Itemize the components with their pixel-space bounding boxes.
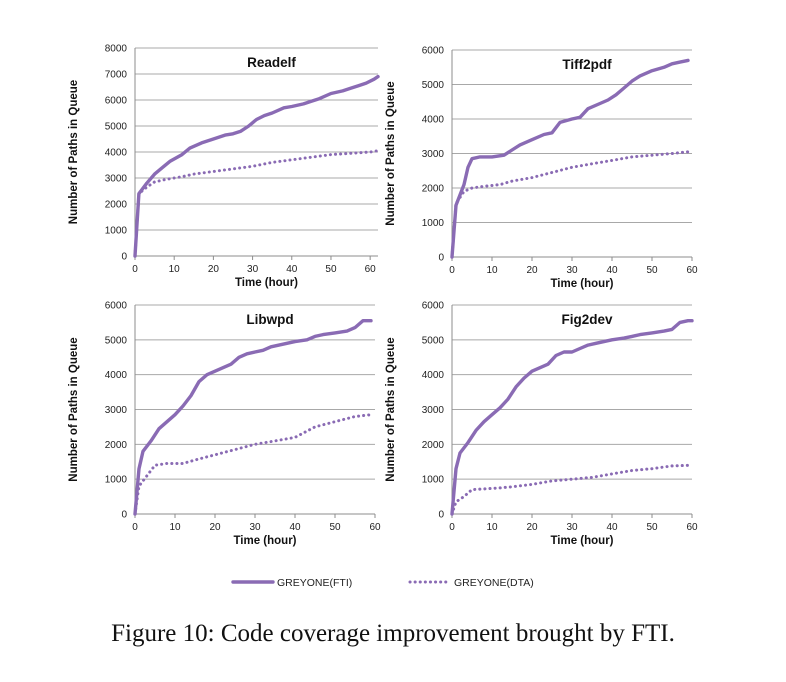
y-tick-label: 5000 <box>422 80 445 91</box>
x-tick-label: 30 <box>566 522 578 533</box>
series-line-greyone-dta <box>133 149 380 258</box>
y-tick-label: 6000 <box>422 46 445 57</box>
y-tick-label: 1000 <box>105 226 128 237</box>
figure-caption: Figure 10: Code coverage improvement bro… <box>111 620 675 647</box>
x-tick-label: 60 <box>369 522 381 533</box>
series-line-greyone-dta <box>450 463 694 516</box>
y-tick-label: 5000 <box>105 122 128 133</box>
chart-tiff2pdf: 0 1000 2000 3000 4000 5000 6000 0 10 20 30 40 50 60 Ti… <box>385 46 698 291</box>
y-tick-label: 2000 <box>105 200 128 211</box>
y-axis-title: Number of Paths in Queue <box>68 80 80 224</box>
y-tick-label: 0 <box>438 510 444 521</box>
legend: GREYONE(FTI) GREYONE(DTA) <box>231 577 534 589</box>
chart-title: Readelf <box>247 55 296 70</box>
x-tick-label: 20 <box>526 522 538 533</box>
y-tick-label: 0 <box>121 510 127 521</box>
y-tick-label: 4000 <box>422 370 445 381</box>
x-axis-title: Time (hour) <box>235 277 298 289</box>
y-tick-label: 3000 <box>105 174 128 185</box>
series-line-greyone-dta <box>133 413 373 516</box>
y-tick-label: 4000 <box>105 148 128 159</box>
y-tick-label: 6000 <box>422 301 445 312</box>
x-tick-label: 0 <box>132 522 138 533</box>
x-tick-label: 50 <box>646 522 658 533</box>
y-tick-label: 6000 <box>105 96 128 107</box>
series-line-greyone-dta <box>450 150 690 259</box>
y-tick-label: 3000 <box>105 405 128 416</box>
x-tick-label: 30 <box>249 522 261 533</box>
y-tick-label: 0 <box>121 252 127 263</box>
y-tick-label: 2000 <box>105 440 128 451</box>
x-tick-label: 20 <box>208 264 220 275</box>
x-tick-label: 50 <box>325 264 337 275</box>
x-tick-label: 50 <box>646 265 658 276</box>
x-tick-label: 10 <box>169 264 181 275</box>
y-tick-label: 1000 <box>422 218 445 229</box>
legend-label: GREYONE(FTI) <box>277 577 352 589</box>
x-axis-title: Time (hour) <box>550 278 613 290</box>
x-tick-label: 20 <box>209 522 221 533</box>
y-axis-title: Number of Paths in Queue <box>68 337 80 481</box>
x-tick-label: 30 <box>247 264 259 275</box>
y-axis-title: Number of Paths in Queue <box>385 337 397 481</box>
x-tick-label: 0 <box>449 265 455 276</box>
x-tick-label: 10 <box>486 265 498 276</box>
y-tick-label: 1000 <box>422 475 445 486</box>
y-tick-label: 1000 <box>105 475 128 486</box>
y-tick-label: 8000 <box>105 44 128 55</box>
y-tick-label: 3000 <box>422 405 445 416</box>
legend-label: GREYONE(DTA) <box>454 577 534 589</box>
chart-fig2dev: 0 1000 2000 3000 4000 5000 6000 0 10 20 30 40 50 60 Ti… <box>385 301 698 548</box>
x-tick-label: 30 <box>566 265 578 276</box>
y-tick-label: 6000 <box>105 301 128 312</box>
x-axis-title: Time (hour) <box>233 535 296 547</box>
series-line-greyone-fti <box>133 319 373 516</box>
y-tick-label: 7000 <box>105 70 128 81</box>
x-tick-label: 60 <box>686 265 698 276</box>
x-tick-label: 20 <box>526 265 538 276</box>
chart-libwpd: 0 1000 2000 3000 4000 5000 6000 0 10 20 30 40 50 60 Ti… <box>68 301 381 548</box>
x-tick-label: 40 <box>606 265 618 276</box>
chart-title: Tiff2pdf <box>562 57 612 72</box>
chart-title: Libwpd <box>246 312 293 327</box>
series-line-greyone-fti <box>133 74 380 258</box>
y-tick-label: 4000 <box>422 115 445 126</box>
series-line-greyone-fti <box>450 58 690 259</box>
x-tick-label: 0 <box>449 522 455 533</box>
y-tick-label: 2000 <box>422 184 445 195</box>
x-tick-label: 60 <box>686 522 698 533</box>
y-tick-label: 2000 <box>422 440 445 451</box>
x-axis-title: Time (hour) <box>550 535 613 547</box>
y-tick-label: 0 <box>438 253 444 264</box>
y-tick-label: 5000 <box>422 335 445 346</box>
y-tick-label: 3000 <box>422 149 445 160</box>
x-tick-label: 40 <box>289 522 301 533</box>
x-tick-label: 40 <box>286 264 298 275</box>
x-tick-label: 10 <box>169 522 181 533</box>
y-tick-label: 4000 <box>105 370 128 381</box>
x-tick-label: 60 <box>365 264 377 275</box>
x-tick-label: 50 <box>329 522 341 533</box>
x-tick-label: 0 <box>132 264 138 275</box>
series-line-greyone-fti <box>450 319 694 516</box>
x-tick-label: 40 <box>606 522 618 533</box>
y-tick-label: 5000 <box>105 335 128 346</box>
y-axis-title: Number of Paths in Queue <box>385 81 397 225</box>
x-tick-label: 10 <box>486 522 498 533</box>
chart-title: Fig2dev <box>561 312 613 327</box>
chart-readelf: 0 1000 2000 3000 4000 5000 6000 7000 8000 0 10 20 30… <box>68 44 380 289</box>
